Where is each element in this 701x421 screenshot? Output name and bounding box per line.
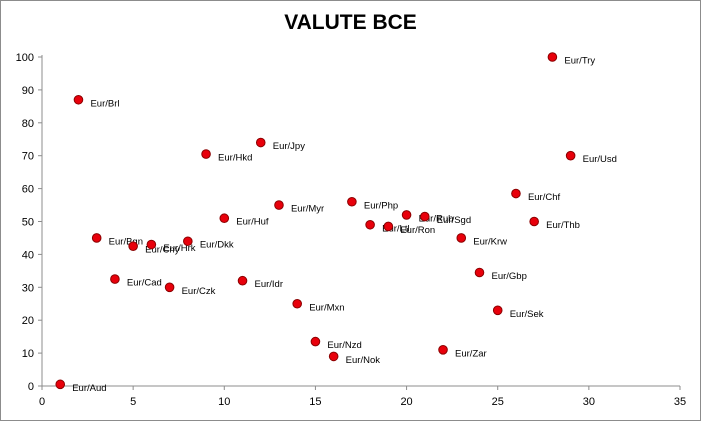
- x-tick-label: 35: [674, 396, 686, 408]
- y-tick-label: 10: [22, 348, 34, 360]
- y-tick-label: 60: [22, 184, 34, 196]
- y-tick-label: 70: [22, 151, 34, 163]
- data-point: [420, 211, 430, 222]
- data-label: Eur/Cad: [127, 278, 162, 289]
- data-point: [310, 336, 321, 347]
- x-tick-label: 0: [39, 396, 45, 408]
- data-point: [274, 200, 284, 210]
- data-label: Eur/Huf: [236, 217, 269, 228]
- y-tick-label: 0: [28, 381, 34, 393]
- data-label: Eur/Brl: [90, 98, 119, 109]
- data-point: [565, 150, 576, 161]
- x-tick-label: 20: [400, 396, 412, 408]
- data-point: [128, 241, 138, 251]
- data-label: Eur/Bgn: [109, 236, 143, 247]
- data-point: [456, 233, 467, 243]
- data-point: [146, 239, 157, 250]
- data-label: Eur/Aud: [72, 383, 106, 394]
- data-label: Eur/Sek: [510, 309, 544, 320]
- data-label: Eur/Nzd: [327, 340, 361, 351]
- y-tick-label: 30: [22, 282, 34, 294]
- data-label: Eur/Rub: [419, 213, 454, 224]
- data-label: Eur/Ron: [400, 225, 435, 236]
- data-label: Eur/Myr: [291, 204, 324, 215]
- y-tick-label: 20: [22, 315, 34, 327]
- data-label: Eur/Usd: [583, 154, 617, 165]
- data-point: [365, 219, 375, 230]
- data-label: Eur/Gbp: [491, 271, 526, 282]
- data-point: [55, 379, 66, 390]
- data-label: Eur/Try: [564, 56, 595, 67]
- y-tick-label: 50: [22, 217, 34, 229]
- data-point: [401, 210, 412, 220]
- data-point: [237, 275, 248, 286]
- y-tick-label: 80: [22, 118, 34, 130]
- x-tick-label: 5: [130, 396, 136, 408]
- data-label: Eur/Dkk: [200, 240, 234, 251]
- data-label: Eur/Krw: [473, 236, 507, 247]
- data-label: Eur/Thb: [546, 220, 580, 231]
- data-point: [328, 351, 339, 362]
- data-point: [201, 149, 211, 159]
- data-point: [73, 94, 84, 105]
- y-tick-label: 40: [22, 249, 34, 261]
- data-point: [511, 188, 521, 199]
- chart-title: VALUTE BCE: [284, 11, 417, 34]
- data-label: Eur/Hrk: [163, 243, 195, 254]
- data-point: [164, 282, 175, 293]
- data-point: [383, 221, 394, 232]
- data-point: [183, 236, 193, 247]
- data-point: [110, 274, 120, 284]
- x-tick-label: 25: [492, 396, 504, 408]
- x-tick-label: 30: [583, 396, 595, 408]
- data-point: [438, 345, 448, 355]
- data-label: Eur/Php: [364, 200, 398, 211]
- x-tick-label: 15: [309, 396, 321, 408]
- data-label: Eur/Sgd: [437, 215, 471, 226]
- data-point: [547, 52, 558, 62]
- y-tick-label: 100: [16, 52, 34, 64]
- x-tick-label: 10: [218, 396, 230, 408]
- data-point: [529, 216, 539, 227]
- data-point: [91, 233, 102, 243]
- data-point: [255, 137, 266, 148]
- data-label: Eur/Jpy: [273, 141, 305, 152]
- y-tick-label: 90: [22, 85, 34, 97]
- data-label: Eur/Cny: [145, 245, 180, 256]
- data-label: Eur/Hkd: [218, 153, 252, 164]
- data-point: [347, 196, 357, 207]
- data-label: Eur/Ltl: [382, 223, 409, 234]
- data-label: Eur/Chf: [528, 192, 561, 203]
- data-label: Eur/Idr: [255, 279, 284, 290]
- data-point: [219, 213, 230, 224]
- data-point: [492, 305, 503, 316]
- data-label: Eur/Zar: [455, 348, 487, 359]
- data-label: Eur/Mxn: [309, 302, 344, 313]
- data-point: [474, 267, 485, 278]
- data-label: Eur/Czk: [182, 286, 216, 297]
- data-point: [292, 298, 303, 309]
- data-label: Eur/Nok: [346, 355, 381, 366]
